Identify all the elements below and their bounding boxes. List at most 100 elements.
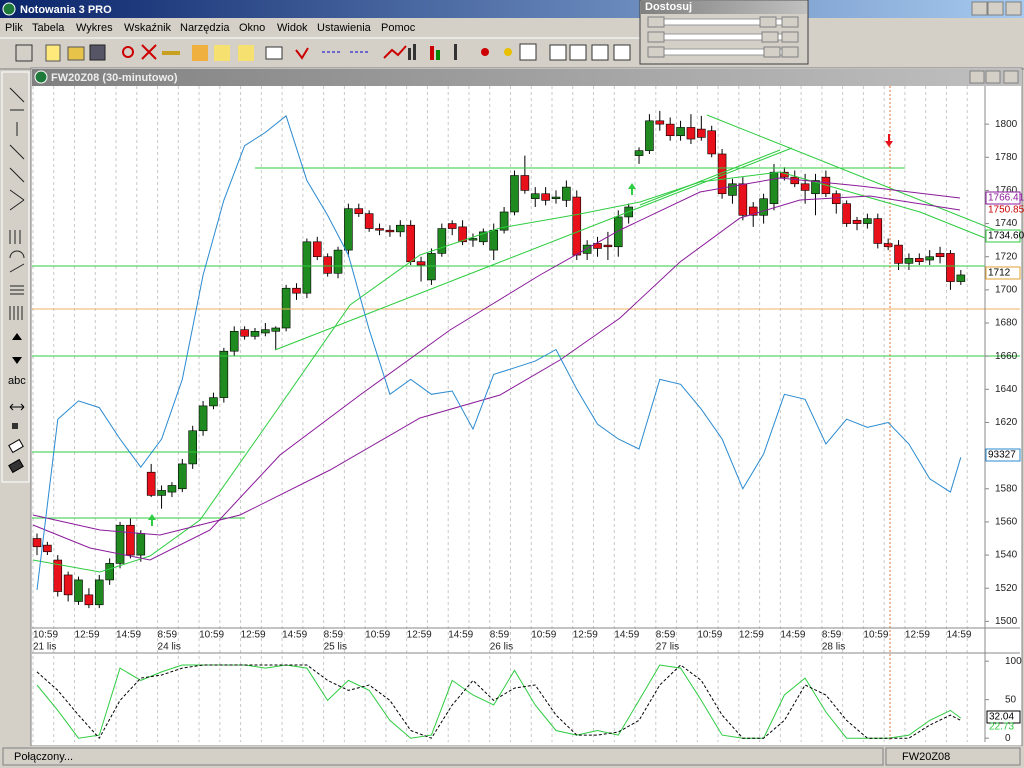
x-tick-label: 14:59 [946,630,971,641]
candle-body [333,249,343,274]
value-label-box [985,229,1021,243]
candle-body [302,241,312,294]
x-tick-label: 12:59 [739,630,764,641]
menu-item[interactable]: Pomoc [381,22,416,34]
menu-item[interactable]: Wykres [76,22,113,34]
candle-body [261,329,270,334]
candle-body [748,206,758,216]
window-buttons[interactable] [971,1,1022,16]
drawing-toolbar[interactable] [1,71,30,483]
candle-body [551,196,561,200]
candle-body [541,193,550,201]
menu-item[interactable]: Ustawienia [317,22,372,34]
x-tick-label: 10:59 [531,630,556,641]
candle-body [738,183,748,216]
candle-body [925,256,934,261]
x-tick-label: 10:59 [697,630,722,641]
status-cell [2,747,884,766]
x-tick-label: 14:59 [282,630,307,641]
y-tick-label: 1700 [995,285,1018,296]
candle-body [759,198,768,216]
x-tick-label: 12:59 [241,630,266,641]
menu-item[interactable]: Narzędzia [180,22,230,34]
title-bar [0,0,1024,18]
menu-bar: Plik Tabela Wykres Wskaźnik Narzędzia Okno Wid… [5,22,416,34]
x-tick-label: 10:59 [199,630,224,641]
menu-item[interactable]: Tabela [32,22,65,34]
candle-body [676,127,685,137]
candle-body [572,196,582,256]
y-tick-label: 1800 [995,119,1018,130]
osc-label: 32.04 [989,712,1014,723]
candle-body [354,208,364,214]
candle-body [53,559,63,592]
y-tick-label: 1780 [995,152,1018,163]
candle-body [146,471,156,496]
status-left: Połączony... [14,751,73,763]
app-title: Notowania 3 PRO [20,4,112,16]
menu-item[interactable]: Widok [277,22,308,34]
x-tick-label: 14:59 [448,630,473,641]
panel-title: Dostosuj [645,1,692,13]
toolbar[interactable] [0,37,640,62]
osc-line [36,664,962,739]
x-tick-label: 12:59 [75,630,100,641]
candle-body [427,253,436,281]
status-right: FW20Z08 [902,751,950,763]
chart-window-title-bar [32,69,1021,86]
candle-body [458,226,467,243]
y-tick-label: 1680 [995,318,1018,329]
x-tick-label: 10:59 [863,630,888,641]
series-line [36,114,962,590]
candle-body [956,274,966,282]
osc-tick-label: 50 [1005,694,1017,705]
candle-body [240,329,249,337]
candle-body [697,128,706,138]
candle-body [43,544,52,553]
candle-body [188,430,197,465]
y-tick-label: 1660 [995,351,1018,362]
candle-body [32,538,42,548]
candle-body [593,243,602,249]
x-tick-label: 10:59 [33,630,58,641]
x-tick-label: 8:59 [158,630,178,641]
y-tick-label: 1520 [995,583,1018,594]
candle-body [344,208,353,251]
grid [32,86,968,742]
candle-body [935,253,945,258]
candle-body [63,574,73,596]
candle-body [198,405,208,432]
osc-label-box [986,710,1021,724]
candle-body [562,186,571,201]
value-label-box [985,448,1021,462]
menu-item[interactable]: Plik [5,22,23,34]
y-tick-label: 1560 [995,517,1018,528]
menu-item[interactable]: Wskaźnik [124,22,172,34]
candle-body [126,524,135,556]
date-label: 21 lis [33,642,56,653]
osc-label: 22.73 [989,722,1014,733]
candle-body [312,241,322,258]
candle-body [603,244,613,248]
candle-body [281,287,291,329]
status-cell [885,747,1021,766]
candle-body [250,331,260,337]
candle-body [416,261,426,266]
value-label-box [985,191,1021,205]
candle-body [530,193,540,200]
menu-item[interactable]: Okno [239,22,265,34]
x-tick-label: 12:59 [407,630,432,641]
candle-body [707,130,717,155]
x-tick-label: 8:59 [656,630,676,641]
candle-body [219,350,229,398]
candle-body [375,228,384,231]
candle-body [894,244,903,264]
candle-body [686,127,696,140]
candle-body [105,563,114,581]
customize-panel[interactable] [639,0,809,65]
drawings [32,86,1021,742]
chart-window-buttons[interactable] [969,70,1019,84]
y-tick-label: 1640 [995,384,1018,395]
